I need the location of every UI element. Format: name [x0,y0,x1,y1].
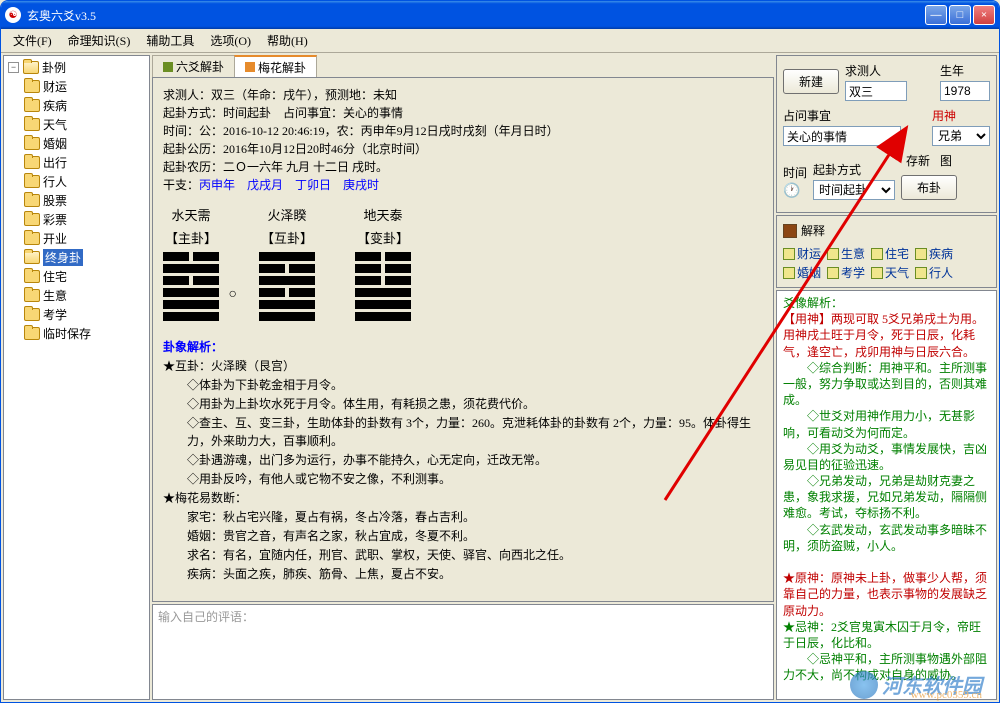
hexagram: 火泽睽【互卦】 [259,206,315,324]
category-link[interactable]: 考学 [827,264,865,281]
category-link[interactable]: 财运 [783,245,821,262]
tree-item[interactable]: 财运 [6,77,147,96]
matter-label: 占问事宜 [783,107,926,124]
tab[interactable]: 梅花解卦 [234,55,317,77]
analysis-line: ◇卦遇游魂，出门多为运行，办事不能持久，心无定向，迁改无常。 [163,451,763,469]
tree-item[interactable]: 临时保存 [6,324,147,343]
menu-options[interactable]: 选项(O) [202,30,259,51]
tree-item[interactable]: 行人 [6,172,147,191]
cat-title: 解释 [801,222,825,239]
savenew-link[interactable]: 存新 [906,152,930,169]
minimize-button[interactable]: — [925,5,947,25]
person-label: 求测人 [845,62,934,79]
interp-line: ◇兄弟发动，兄弟是劫财克妻之患，象我求援，兄如兄弟发动，隔隔侧难愈。考试，夺标扬… [783,473,990,522]
analysis-line: ◇查主、互、变三卦，生助体卦的卦数有 3个，力量：260。克泄耗体卦的卦数有 2… [163,414,763,450]
bugua-button[interactable]: 布卦 [901,175,957,200]
info-line: 时间：公：2016-10-12 20:46:19，农：丙申年9月12日戌时戌刻（… [163,122,763,140]
interp-line [783,554,990,570]
interp-line: ◇玄武发动，玄武发动事多暗昧不明，须防盗贼，小人。 [783,522,990,554]
god-label: 用神 [932,107,990,124]
tab[interactable]: 六爻解卦 [152,55,235,77]
titlebar: ☯ 玄奥六爻v3.5 — □ × [1,1,999,29]
analysis-header: 卦象解析： [163,338,763,356]
method-select[interactable]: 时间起卦 [813,180,895,200]
menubar: 文件(F) 命理知识(S) 辅助工具 选项(O) 帮助(H) [1,29,999,53]
interpretation-panel[interactable]: 爻像解析：【用神】两现可取 5爻兄弟戌土为用。用神戌土旺于月令，死于日辰，化耗气… [776,290,997,700]
comment-input[interactable]: 输入自己的评语： [152,604,774,700]
app-icon: ☯ [5,7,21,23]
info-line: 求测人：双三（年命：戌午），预测地：未知 [163,86,763,104]
clock-icon[interactable]: 🕐 [783,183,807,200]
analysis-hu: ★互卦：火泽睽（艮宫） [163,357,763,375]
book-icon [783,224,797,238]
category-link[interactable]: 住宅 [871,245,909,262]
matter-input[interactable] [783,126,901,146]
sidebar-tree[interactable]: −卦例财运疾病天气婚姻出行行人股票彩票开业终身卦住宅生意考学临时保存 [3,55,150,700]
info-line: 干支：丙申年 戊戌月 丁卯日 庚戌时 [163,176,763,194]
new-button[interactable]: 新建 [783,69,839,94]
category-link[interactable]: 生意 [827,245,865,262]
tree-item[interactable]: 疾病 [6,96,147,115]
interp-line: ◇世爻对用神作用力小，无甚影响，可看动爻为何而定。 [783,408,990,440]
tree-item[interactable]: 开业 [6,229,147,248]
interp-line: 【用神】两现可取 5爻兄弟戌土为用。用神戌土旺于月令，死于日辰，化耗气，逢空亡，… [783,311,990,360]
category-panel: 解释 财运生意住宅疾病婚姻考学天气行人 [776,215,997,288]
tree-item[interactable]: 股票 [6,191,147,210]
category-link[interactable]: 天气 [871,264,909,281]
interp-line [783,684,990,700]
god-select[interactable]: 兄弟 [932,126,990,146]
menu-tools[interactable]: 辅助工具 [138,30,202,51]
tree-item[interactable]: 婚姻 [6,134,147,153]
tree-item[interactable]: 住宅 [6,267,147,286]
analysis-line: ◇体卦为下卦乾金相于月令。 [163,376,763,394]
form-panel: 新建 求测人 生年 占问事宜 用神 [776,55,997,213]
analysis-line: 婚姻：贵官之音，有声名之家，秋占宜成，冬夏不利。 [163,527,763,545]
tree-item[interactable]: 天气 [6,115,147,134]
interp-line: 爻像解析： [783,295,990,311]
info-line: 起卦公历：2016年10月12日20时46分（北京时间） [163,140,763,158]
tree-item[interactable]: 终身卦 [6,248,147,267]
tree-item[interactable]: 考学 [6,305,147,324]
tree-item[interactable]: 出行 [6,153,147,172]
analysis-mh: ★梅花易数断： [163,489,763,507]
person-input[interactable] [845,81,907,101]
interp-line: ◇综合判断：用神平和。主所测事一般，努力争取或达到目的，否则其难成。 [783,360,990,409]
info-line: 起卦农历：二Ｏ一六年 九月 十二日 戌时。 [163,158,763,176]
maximize-button[interactable]: □ [949,5,971,25]
tu-link[interactable]: 图 [940,152,952,169]
info-line: 起卦方式：时间起卦 占问事宜：关心的事情 [163,104,763,122]
year-label: 生年 [940,62,990,79]
tree-item[interactable]: 彩票 [6,210,147,229]
interp-line: ★忌神：2爻官鬼寅木囚于月令，帝旺于日辰，化比和。 [783,619,990,651]
tabstrip: 六爻解卦梅花解卦 [152,55,774,77]
year-input[interactable] [940,81,990,101]
analysis-line: ◇用卦反吟，有他人或它物不安之像，不利测事。 [163,470,763,488]
menu-knowledge[interactable]: 命理知识(S) [60,30,139,51]
analysis-line: 疾病：头面之疾，肺疾、筋骨、上焦，夏占不安。 [163,565,763,583]
category-link[interactable]: 疾病 [915,245,953,262]
menu-file[interactable]: 文件(F) [5,30,60,51]
tree-item[interactable]: 生意 [6,286,147,305]
hexagram: 水天需【主卦】○ [163,206,219,324]
tree-root[interactable]: −卦例 [6,58,147,77]
content-panel: 求测人：双三（年命：戌午），预测地：未知 起卦方式：时间起卦 占问事宜：关心的事… [152,77,774,602]
category-link[interactable]: 行人 [915,264,953,281]
window-title: 玄奥六爻v3.5 [27,7,925,24]
analysis-line: 求名：有名，宜随内任，刑官、武职、掌权，天使、驿官、向西北之任。 [163,546,763,564]
method-label: 起卦方式 [813,161,895,178]
analysis-line: ◇用卦为上卦坎水死于月令。体生用，有耗损之患，须花费代价。 [163,395,763,413]
interp-line: ★原神：原神未上卦，做事少人帮，须靠自己的力量，也表示事物的发展缺乏原动力。 [783,570,990,619]
analysis-line: 家宅：秋占宅兴隆，夏占有祸，冬占冷落，春占吉利。 [163,508,763,526]
category-link[interactable]: 婚姻 [783,264,821,281]
interp-line: ◇用爻为动爻，事情发展快，吉凶易见目的征验迅速。 [783,441,990,473]
menu-help[interactable]: 帮助(H) [259,30,316,51]
hexagram: 地天泰【变卦】 [355,206,411,324]
interp-line: ◇忌神平和，主所测事物遇外部阻力不大，尚不构成对自身的威协。 [783,651,990,683]
close-button[interactable]: × [973,5,995,25]
time-label: 时间 [783,164,807,181]
